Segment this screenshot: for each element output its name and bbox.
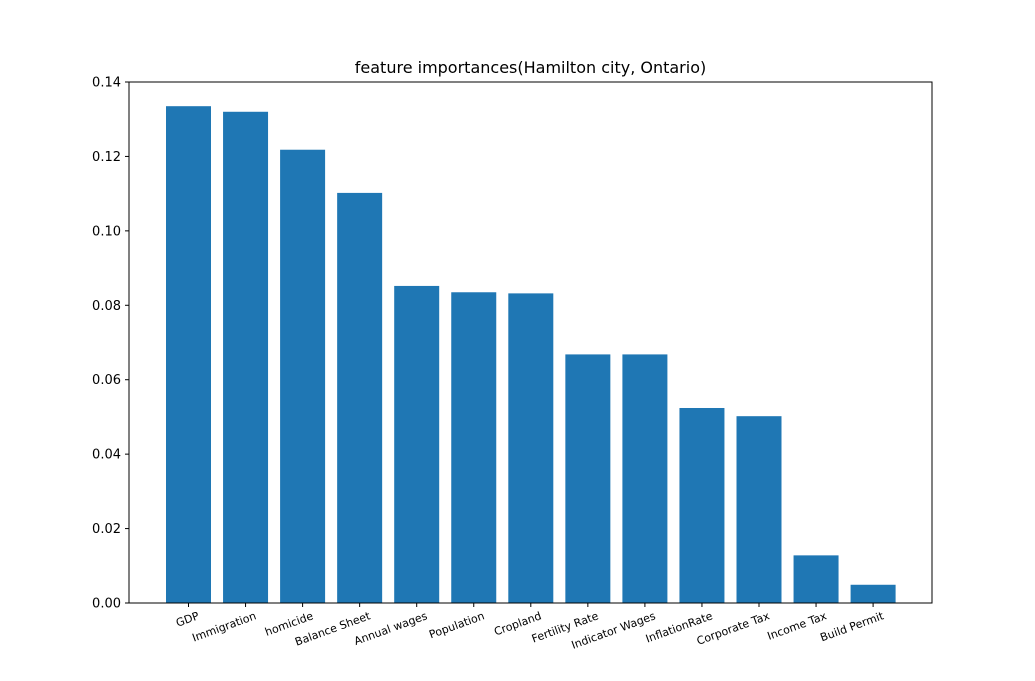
x-tick-label: Population xyxy=(427,609,486,641)
bar-immigration xyxy=(223,111,269,604)
bar-homicide xyxy=(280,149,326,604)
y-tick-label: 0.08 xyxy=(92,299,121,314)
bar-annual-wages xyxy=(394,285,440,603)
bar-fertility-rate xyxy=(565,354,611,603)
x-tick-label: Income Tax xyxy=(766,609,829,643)
y-tick-label: 0.04 xyxy=(92,448,121,463)
y-tick-label: 0.12 xyxy=(92,150,121,165)
y-tick-label: 0.14 xyxy=(92,76,121,91)
x-tick-label: Build Permit xyxy=(819,609,887,644)
bar-indicator-wages xyxy=(622,354,668,603)
bar-inflationrate xyxy=(679,407,725,603)
bar-population xyxy=(451,292,497,603)
y-tick-label: 0.00 xyxy=(92,597,121,612)
y-axis: 0.00 0.02 0.04 0.06 0.08 0.10 0.12 0.14 xyxy=(92,76,129,612)
bar-balance-sheet xyxy=(337,192,383,604)
bar-income-tax xyxy=(793,555,839,603)
bars-layer xyxy=(166,106,896,604)
bar-cropland xyxy=(508,293,554,603)
y-tick-label: 0.10 xyxy=(92,224,121,239)
bar-build-permit xyxy=(850,584,896,603)
y-tick-label: 0.02 xyxy=(92,522,121,537)
y-tick-label: 0.06 xyxy=(92,373,121,388)
x-tick-label: Immigration xyxy=(190,609,257,644)
chart-title: feature importances(Hamilton city, Ontar… xyxy=(355,58,706,77)
bar-gdp xyxy=(166,106,211,604)
bar-corporate-tax xyxy=(736,416,782,603)
x-tick-label: GDP xyxy=(174,609,201,629)
